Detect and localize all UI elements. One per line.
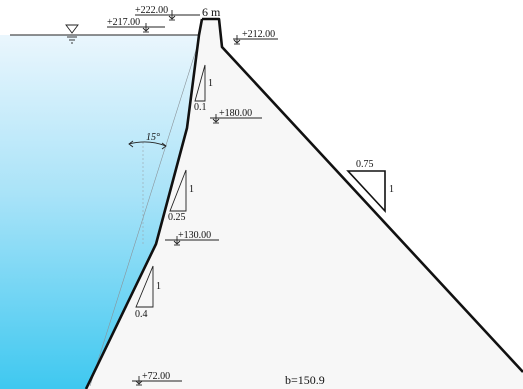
slope-triangle-upper: 1 0.1 — [194, 64, 213, 113]
slope-triangle-downstream: 0.75 1 — [346, 159, 394, 214]
crest-elevation-label: +222.00 — [135, 5, 168, 16]
dam-body — [86, 19, 523, 389]
crest-width-label: 6 m — [202, 5, 221, 19]
elevation-marker-water: +217.00 — [107, 17, 165, 33]
slope-downstream-vertical-label: 1 — [389, 184, 394, 195]
water-elevation-label: +217.00 — [107, 17, 140, 28]
elevation-arrow-icon — [212, 114, 220, 124]
slope-triangle-middle: 1 0.25 — [168, 169, 194, 223]
elevation-arrow-icon — [135, 376, 143, 386]
upstream-break-1-elevation-label: +180.00 — [219, 108, 252, 119]
slope-middle-horizontal-label: 0.25 — [168, 212, 186, 223]
base-elevation-label: +72.00 — [142, 371, 170, 382]
elevation-arrow-icon — [142, 23, 150, 33]
angle-label: 15° — [146, 132, 160, 143]
crest-and-downstream-outline — [202, 17, 523, 373]
elevation-marker-crest: +222.00 — [135, 5, 200, 21]
upstream-break-2-elevation-label: +130.00 — [178, 230, 211, 241]
angle-annotation: 15° — [128, 132, 167, 150]
elevation-arrow-icon — [233, 35, 241, 45]
slope-upper-horizontal-label: 0.1 — [194, 102, 207, 113]
slope-downstream-horizontal-label: 0.75 — [356, 159, 374, 170]
base-width-label: b=150.9 — [285, 373, 325, 387]
slope-lower-horizontal-label: 0.4 — [135, 309, 148, 320]
elevation-marker-upstream-break-2: +130.00 — [165, 230, 219, 246]
downstream-break-elevation-label: +212.00 — [242, 29, 275, 40]
elevation-arrow-icon — [168, 10, 176, 21]
elevation-marker-downstream-break: +212.00 — [233, 29, 278, 45]
elevation-marker-base: +72.00 — [132, 371, 182, 386]
elevation-arrow-icon — [173, 236, 181, 246]
slope-triangle-lower: 1 0.4 — [135, 265, 161, 320]
slope-lower-vertical-label: 1 — [156, 281, 161, 292]
upstream-face-outline — [84, 18, 204, 389]
reservoir-water — [0, 35, 199, 389]
elevation-marker-upstream-break-1: +180.00 — [210, 108, 262, 124]
reference-line-inclined — [89, 46, 198, 387]
slope-middle-vertical-label: 1 — [189, 184, 194, 195]
water-level-triangle-icon — [65, 24, 79, 44]
slope-upper-vertical-label: 1 — [208, 78, 213, 89]
